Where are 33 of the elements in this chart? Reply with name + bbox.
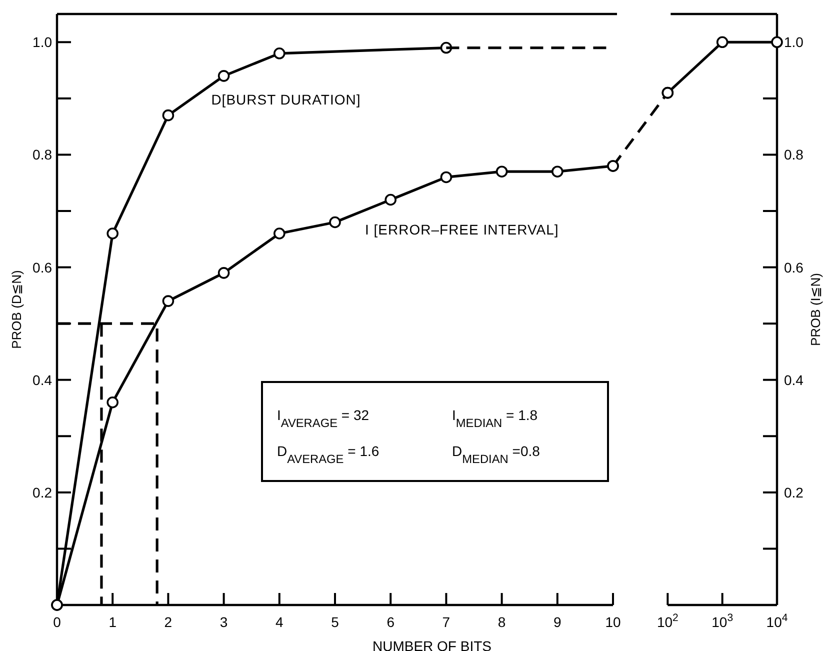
y-tick-label: 1.0 — [32, 34, 52, 50]
x-tick-label: 1 — [108, 614, 117, 630]
x-tick-label: 10$^{4}$ — [766, 612, 788, 630]
y2-axis-title: PROB (I≦N) — [808, 272, 823, 346]
x-tick-label: 10$^{3}$ — [712, 612, 734, 630]
x-tick-label: 0 — [53, 614, 62, 630]
x-tick-label: 10 — [605, 614, 621, 630]
y-tick-label: 0.4 — [32, 372, 52, 388]
y2-tick-label: 0.6 — [784, 259, 804, 276]
x-axis-title: NUMBER OF BITS — [372, 638, 492, 651]
y2-tick-label: 0.4 — [784, 372, 804, 388]
y-tick-label: 0.6 — [32, 259, 52, 276]
x-tick-label: 3 — [220, 614, 228, 630]
annotation: D$_{AVERAGE}$ = 1.6 — [277, 443, 380, 466]
x-tick-label: 4 — [276, 614, 284, 630]
x-tick-label: 10$^{2}$ — [656, 612, 679, 630]
annotation: I$_{AVERAGE}$ = 32 — [277, 407, 370, 430]
annotation: I$_{MEDIAN}$= 1.8 — [452, 407, 538, 430]
annotation: D$_{MEDIAN}$=0.8 — [452, 443, 540, 466]
y-axis-title: PROB (D≦N) — [9, 270, 24, 349]
y2-tick-label: 0.2 — [784, 484, 804, 500]
x-tick-label: 5 — [331, 614, 340, 630]
y2-tick-label: 1.0 — [784, 34, 804, 50]
x-tick-label: 2 — [164, 614, 172, 630]
series-label: D[BURST DURATION] — [211, 91, 361, 108]
y-tick-label: 0.8 — [32, 146, 52, 163]
x-tick-label: 7 — [442, 614, 450, 630]
x-tick-label: 9 — [554, 614, 562, 630]
x-tick-label: 6 — [386, 614, 395, 630]
y-tick-label: 0.2 — [32, 484, 52, 500]
series-label: I [ERROR–FREE INTERVAL] — [365, 221, 559, 238]
y2-tick-label: 0.8 — [784, 146, 804, 163]
x-tick-label: 8 — [498, 614, 506, 630]
